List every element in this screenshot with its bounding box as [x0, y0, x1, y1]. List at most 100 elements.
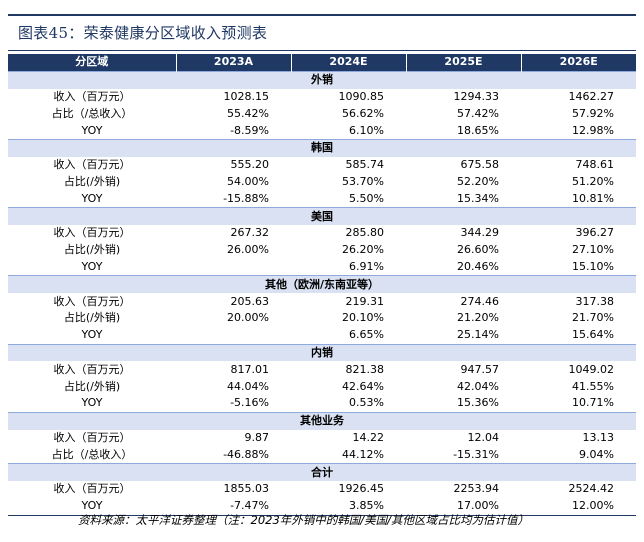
value-cell: 555.20 — [176, 156, 291, 174]
value-cell: 52.20% — [406, 173, 521, 191]
row-label: YOY — [8, 394, 176, 413]
row-label: YOY — [8, 190, 176, 208]
section-title: 韩国 — [8, 138, 636, 157]
value-cell: -8.59% — [176, 122, 291, 140]
value-cell: 41.55% — [521, 378, 636, 395]
section-title: 外销 — [8, 70, 636, 89]
value-cell: 1090.85 — [291, 88, 406, 106]
section-title: 合计 — [8, 463, 636, 481]
row-label: 占比（/总收入） — [8, 105, 176, 123]
value-cell: 748.61 — [521, 156, 636, 174]
value-cell: 21.70% — [521, 309, 636, 327]
value-cell: 42.04% — [406, 378, 521, 395]
row-label: YOY — [8, 122, 176, 140]
value-cell: 12.04 — [406, 429, 521, 447]
value-cell: 219.31 — [291, 293, 406, 310]
header-cell: 2025E — [406, 54, 522, 72]
value-cell: 1049.02 — [521, 361, 636, 379]
value-cell: 12.00% — [521, 497, 636, 516]
row-label: 收入（百万元） — [8, 361, 176, 379]
value-cell: 56.62% — [291, 105, 406, 123]
value-cell: 55.42% — [176, 105, 291, 123]
value-cell: -46.88% — [176, 446, 291, 464]
value-cell: 44.12% — [291, 446, 406, 464]
value-cell: 2253.94 — [406, 480, 521, 498]
table-row: 占比（/总收入） -46.88% 44.12% -15.31% 9.04% — [8, 446, 636, 464]
table-row: YOY -8.59% 6.10% 18.65% 12.98% — [8, 122, 636, 140]
value-cell: 947.57 — [406, 361, 521, 379]
row-label: YOY — [8, 326, 176, 345]
table-row: YOY -15.88% 5.50% 15.34% 10.81% — [8, 190, 636, 208]
value-cell: 267.32 — [176, 224, 291, 242]
header-cell: 2024E — [291, 54, 407, 72]
value-cell: 15.10% — [521, 258, 636, 276]
value-cell: 285.80 — [291, 224, 406, 242]
header-cell: 2026E — [521, 54, 636, 72]
title-bar: 图表45：荣泰健康分区域收入预测表 — [8, 14, 636, 51]
value-cell: -15.88% — [176, 190, 291, 208]
table-row: 收入（百万元） 555.20 585.74 675.58 748.61 — [8, 156, 636, 174]
value-cell: 2524.42 — [521, 480, 636, 498]
value-cell: 10.81% — [521, 190, 636, 208]
section-row: 美国 — [8, 207, 636, 225]
value-cell: 317.38 — [521, 293, 636, 310]
value-cell: -7.47% — [176, 497, 291, 516]
value-cell: 20.10% — [291, 309, 406, 327]
section-title: 美国 — [8, 207, 636, 225]
value-cell: 396.27 — [521, 224, 636, 242]
table-row: 占比(/外销) 26.00% 26.20% 26.60% 27.10% — [8, 241, 636, 259]
value-cell: 274.46 — [406, 293, 521, 310]
row-label: YOY — [8, 497, 176, 516]
value-cell: 9.87 — [176, 429, 291, 447]
row-label: 收入（百万元） — [8, 156, 176, 174]
value-cell: 0.53% — [291, 394, 406, 413]
value-cell: 585.74 — [291, 156, 406, 174]
value-cell: 42.64% — [291, 378, 406, 395]
header-cell: 分区域 — [8, 54, 177, 72]
value-cell: 6.10% — [291, 122, 406, 140]
value-cell: 57.92% — [521, 105, 636, 123]
row-label: 占比（/总收入） — [8, 446, 176, 464]
row-label: 收入（百万元） — [8, 88, 176, 106]
value-cell: 26.20% — [291, 241, 406, 259]
table-row: 收入（百万元） 817.01 821.38 947.57 1049.02 — [8, 361, 636, 379]
row-label: 收入（百万元） — [8, 480, 176, 498]
value-cell: 344.29 — [406, 224, 521, 242]
value-cell: 21.20% — [406, 309, 521, 327]
value-cell: 15.34% — [406, 190, 521, 208]
value-cell: 27.10% — [521, 241, 636, 259]
value-cell: 14.22 — [291, 429, 406, 447]
figure-title: 图表45：荣泰健康分区域收入预测表 — [18, 24, 268, 42]
row-label: YOY — [8, 258, 176, 276]
table-row: YOY 6.91% 20.46% 15.10% — [8, 258, 636, 276]
table-body: 外销 收入（百万元） 1028.15 1090.85 1294.33 1462.27 占比（… — [8, 70, 636, 516]
row-label: 收入（百万元） — [8, 293, 176, 310]
value-cell: 1462.27 — [521, 88, 636, 106]
value-cell: 675.58 — [406, 156, 521, 174]
value-cell: 54.00% — [176, 173, 291, 191]
value-cell: 6.65% — [291, 326, 406, 345]
table-row: 占比(/外销) 20.00% 20.10% 21.20% 21.70% — [8, 309, 636, 327]
value-cell: 10.71% — [521, 394, 636, 413]
value-cell: -5.16% — [176, 394, 291, 413]
section-row: 韩国 — [8, 138, 636, 157]
value-cell: 3.85% — [291, 497, 406, 516]
table-row: YOY -7.47% 3.85% 17.00% 12.00% — [8, 497, 636, 516]
value-cell: 26.00% — [176, 241, 291, 259]
table-row: 占比(/外销) 54.00% 53.70% 52.20% 51.20% — [8, 173, 636, 191]
value-cell: 5.50% — [291, 190, 406, 208]
value-cell: 51.20% — [521, 173, 636, 191]
section-row: 其他（欧洲/东南亚等） — [8, 275, 636, 294]
section-row: 合计 — [8, 463, 636, 481]
source-note: 资料来源：太平洋证券整理（注：2023年外销中的韩国/美国/其他区域占比均为估计… — [78, 513, 530, 527]
section-row: 外销 — [8, 70, 636, 89]
row-label: 占比(/外销) — [8, 378, 176, 395]
section-row: 内销 — [8, 343, 636, 362]
value-cell: 1028.15 — [176, 88, 291, 106]
section-title: 其他（欧洲/东南亚等） — [8, 275, 636, 294]
value-cell: 6.91% — [291, 258, 406, 276]
value-cell: 1926.45 — [291, 480, 406, 498]
header-cell: 2023A — [176, 54, 292, 72]
value-cell: 53.70% — [291, 173, 406, 191]
value-cell: 20.00% — [176, 309, 291, 327]
